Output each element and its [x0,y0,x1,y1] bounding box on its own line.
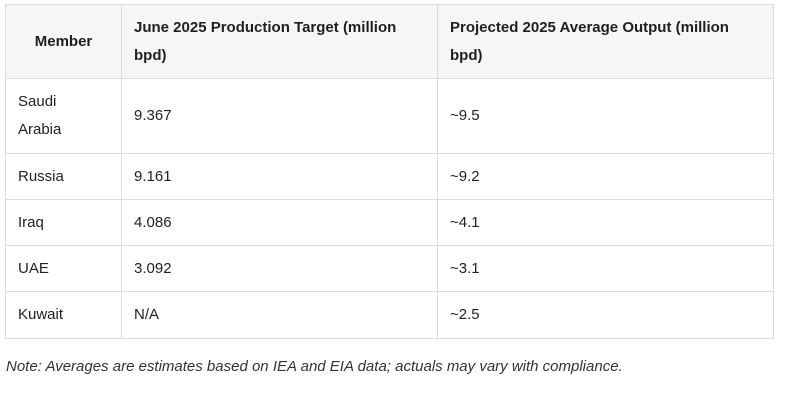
cell-projected-output: ~9.2 [437,153,774,200]
table-row: UAE 3.092 ~3.1 [5,245,774,292]
cell-member: UAE [5,245,122,292]
cell-projected-output: ~2.5 [437,291,774,339]
table-row: Russia 9.161 ~9.2 [5,153,774,200]
header-production-target: June 2025 Production Target (million bpd… [121,4,438,79]
cell-member: Russia [5,153,122,200]
header-row: Member June 2025 Production Target (mill… [5,4,774,79]
table-footnote: Note: Averages are estimates based on IE… [6,358,623,375]
cell-production-target: 9.161 [121,153,438,200]
production-table: Member June 2025 Production Target (mill… [5,4,774,339]
cell-member: Iraq [5,199,122,246]
table-body: Saudi Arabia 9.367 ~9.5 Russia 9.161 ~9.… [5,78,774,339]
table-row: Iraq 4.086 ~4.1 [5,199,774,246]
cell-production-target: N/A [121,291,438,339]
table-row: Saudi Arabia 9.367 ~9.5 [5,78,774,154]
header-projected-output: Projected 2025 Average Output (million b… [437,4,774,79]
cell-projected-output: ~3.1 [437,245,774,292]
header-member: Member [5,4,122,79]
table-row: Kuwait N/A ~2.5 [5,291,774,339]
cell-projected-output: ~9.5 [437,78,774,154]
cell-member: Saudi Arabia [5,78,122,154]
table-header: Member June 2025 Production Target (mill… [5,4,774,79]
data-table-container: Member June 2025 Production Target (mill… [5,4,774,339]
cell-member: Kuwait [5,291,122,339]
cell-production-target: 9.367 [121,78,438,154]
cell-production-target: 3.092 [121,245,438,292]
cell-production-target: 4.086 [121,199,438,246]
cell-projected-output: ~4.1 [437,199,774,246]
